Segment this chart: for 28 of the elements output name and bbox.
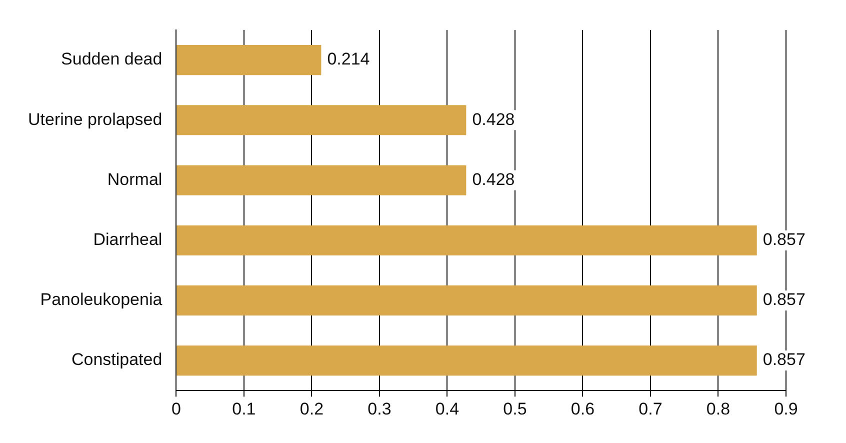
x-tick-label: 0.8 — [706, 399, 730, 418]
x-tick-label: 0 — [171, 399, 181, 418]
x-tick-label: 0.1 — [232, 399, 256, 418]
x-tick-label: 0.2 — [300, 399, 324, 418]
y-tick-label: Normal — [107, 170, 162, 189]
y-tick-label: Uterine prolapsed — [28, 110, 162, 129]
data-label: 0.428 — [472, 170, 515, 189]
data-label: 0.857 — [762, 290, 806, 310]
data-label: 0.214 — [327, 50, 370, 69]
y-tick-label: Panoleukopenia — [40, 290, 163, 310]
bar — [176, 225, 757, 256]
x-tick-label: 0.6 — [570, 399, 595, 418]
y-tick-label: Sudden dead — [61, 50, 162, 69]
y-tick-label: Constipated — [71, 350, 162, 370]
y-tick-label: Diarrheal — [93, 230, 162, 250]
data-label: 0.857 — [762, 350, 806, 370]
bar — [176, 165, 466, 196]
bar — [176, 346, 757, 376]
data-label: 0.428 — [472, 110, 515, 129]
x-tick-label: 0.4 — [435, 399, 460, 418]
x-tick-label: 0.9 — [774, 399, 798, 418]
bar — [176, 105, 466, 136]
bar — [176, 45, 322, 76]
bar — [176, 285, 757, 316]
x-tick-label: 0.5 — [503, 399, 527, 418]
data-label: 0.857 — [762, 230, 806, 250]
x-tick-label: 0.3 — [368, 399, 392, 418]
x-tick-label: 0.7 — [638, 399, 662, 418]
